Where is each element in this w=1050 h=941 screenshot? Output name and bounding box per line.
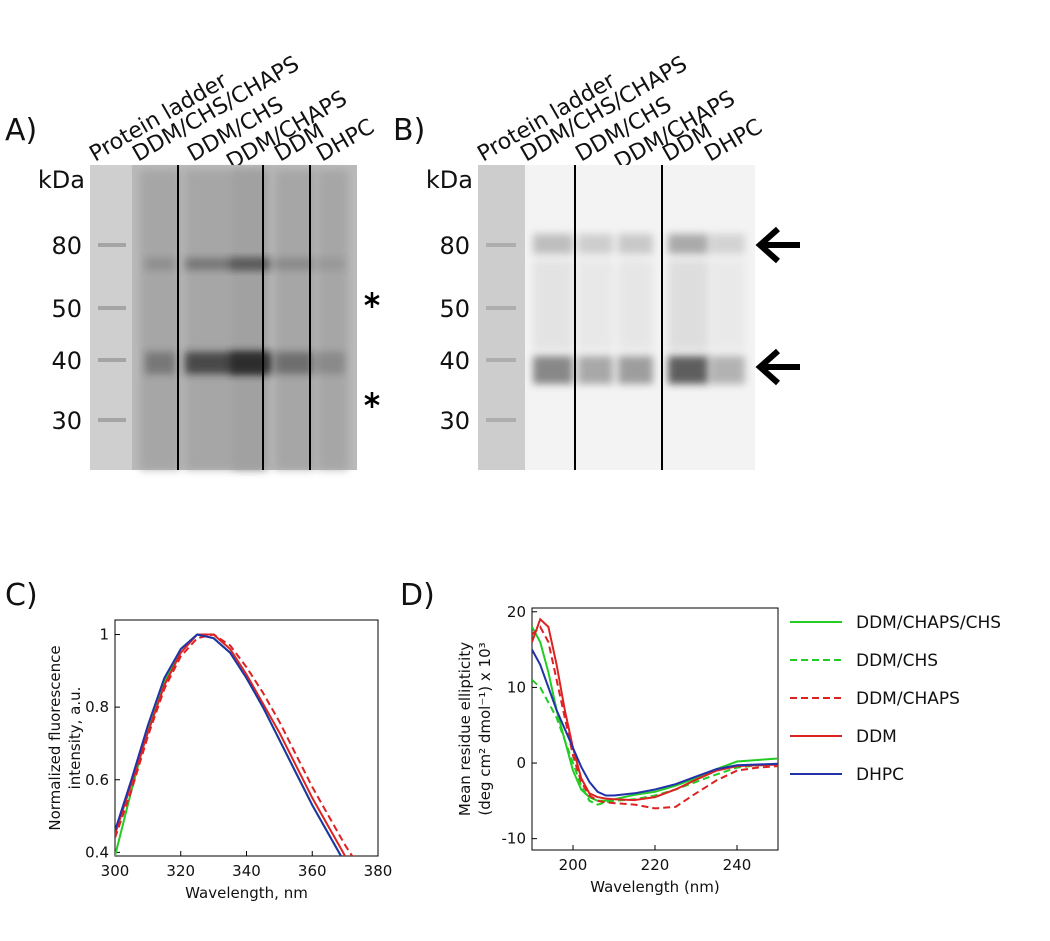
ladder-band xyxy=(486,418,516,422)
band xyxy=(145,258,175,270)
y-tick-label: 10 xyxy=(507,678,526,696)
smear xyxy=(710,260,745,350)
band xyxy=(275,258,313,270)
ladder-lane xyxy=(90,165,132,470)
band xyxy=(578,234,613,254)
plot-frame xyxy=(114,619,379,857)
marker-label: 40 xyxy=(51,347,82,375)
y-tick-label: -10 xyxy=(502,830,527,848)
smear xyxy=(618,260,653,350)
smear xyxy=(533,260,573,350)
marker-label: 50 xyxy=(439,295,470,323)
panel-label: B) xyxy=(393,113,425,148)
panel-label: C) xyxy=(5,578,38,613)
y-tick-label: 0.4 xyxy=(85,843,109,861)
y-tick-label: 0.6 xyxy=(85,771,109,789)
ladder-band xyxy=(98,418,126,422)
band xyxy=(315,258,345,270)
gel-image xyxy=(90,165,357,470)
legend-label: DHPC xyxy=(856,765,904,785)
ladder-band xyxy=(486,358,516,362)
band xyxy=(710,356,745,384)
plot-lines xyxy=(532,617,778,810)
y-axis-label: Normalized fluorescence xyxy=(46,645,64,830)
x-axis-label: Wavelength, nm xyxy=(185,884,308,902)
ladder-band xyxy=(486,243,516,247)
band xyxy=(618,356,653,384)
unit-label: kDa xyxy=(38,166,85,194)
band xyxy=(710,234,745,254)
x-tick-label: 240 xyxy=(723,856,752,874)
band xyxy=(668,234,708,254)
ladder-lane xyxy=(478,165,525,470)
lane-shade xyxy=(275,170,315,470)
band xyxy=(668,356,708,384)
band xyxy=(578,356,613,384)
smear xyxy=(578,260,613,350)
series-line xyxy=(115,633,343,856)
legend-label: DDM/CHS xyxy=(856,651,938,671)
y-tick-label: 0.8 xyxy=(85,698,109,716)
marker-label: 80 xyxy=(51,232,82,260)
x-tick-label: 200 xyxy=(559,856,588,874)
series-line xyxy=(115,633,347,856)
band xyxy=(533,356,573,384)
marker-label: 50 xyxy=(51,295,82,323)
legend-label: DDM/CHAPS/CHS xyxy=(856,613,1001,633)
y-tick-label: 0 xyxy=(516,754,526,772)
y-axis-label: intensity, a.u. xyxy=(66,687,84,790)
arrow xyxy=(755,226,800,264)
series-line xyxy=(532,679,778,806)
unit-label: kDa xyxy=(426,166,473,194)
series-line xyxy=(532,625,778,810)
band xyxy=(533,234,573,254)
x-tick-label: 320 xyxy=(166,862,195,880)
y-tick-label: 20 xyxy=(507,603,526,621)
marker-label: 80 xyxy=(439,232,470,260)
legend-label: DDM xyxy=(856,727,897,747)
x-tick-label: 360 xyxy=(298,862,327,880)
asterisk xyxy=(364,394,380,406)
x-tick-label: 300 xyxy=(101,862,130,880)
marker-label: 40 xyxy=(439,347,470,375)
asterisk xyxy=(364,294,380,306)
x-tick-label: 380 xyxy=(364,862,393,880)
plot-lines xyxy=(115,633,354,856)
lane-shade xyxy=(318,170,348,470)
gel-image xyxy=(478,165,755,470)
ladder-band xyxy=(486,306,516,310)
band xyxy=(315,352,345,374)
marker-label: 30 xyxy=(51,407,82,435)
band xyxy=(145,352,175,374)
x-tick-label: 340 xyxy=(232,862,261,880)
y-tick-label: 1 xyxy=(99,626,109,644)
lane-shade xyxy=(140,170,180,470)
ladder-band xyxy=(98,358,126,362)
x-tick-label: 220 xyxy=(641,856,670,874)
band xyxy=(618,234,653,254)
ladder-band xyxy=(98,306,126,310)
panel-label: D) xyxy=(400,578,435,613)
ladder-band xyxy=(98,243,126,247)
band xyxy=(230,258,272,270)
y-axis-label: Mean residue ellipticity xyxy=(456,642,474,816)
panel-label: A) xyxy=(5,113,37,148)
marker-label: 30 xyxy=(439,407,470,435)
band xyxy=(275,352,313,374)
arrow xyxy=(755,348,800,386)
y-axis-label: (deg cm² dmol⁻¹) x 10³ xyxy=(476,642,494,815)
band xyxy=(230,352,272,374)
series-line xyxy=(532,617,778,802)
smear xyxy=(668,260,708,350)
series-line xyxy=(532,649,778,797)
series-line xyxy=(115,633,354,856)
plot-frame xyxy=(531,607,779,851)
x-axis-label: Wavelength (nm) xyxy=(590,878,720,896)
legend-label: DDM/CHAPS xyxy=(856,689,960,709)
